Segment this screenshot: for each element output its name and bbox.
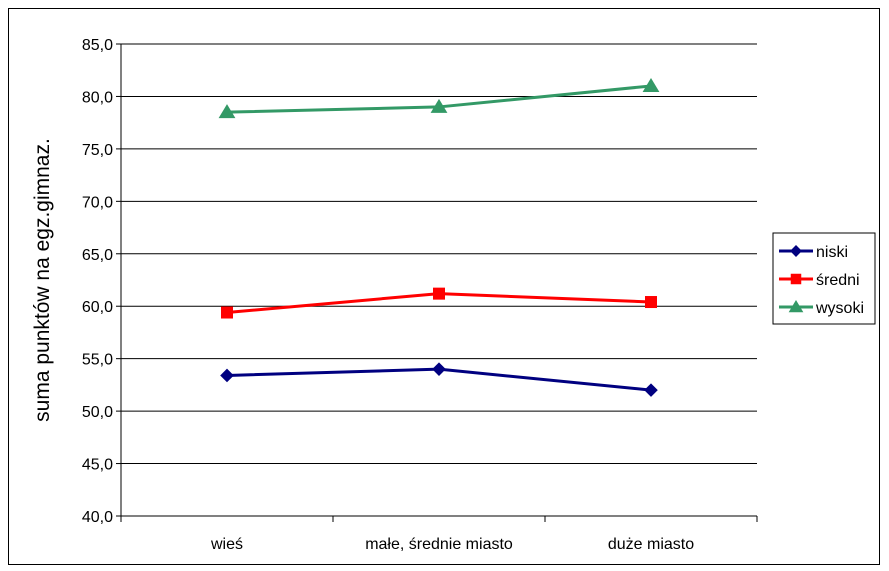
legend: niski średni wysoki bbox=[772, 232, 876, 325]
x-tick-label: małe, średnie miasto bbox=[365, 536, 513, 553]
series-wysoki bbox=[218, 77, 660, 119]
legend-marker bbox=[788, 300, 804, 313]
series bbox=[218, 77, 660, 397]
legend-label: niski bbox=[816, 244, 848, 261]
y-tick-label: 70,0 bbox=[82, 194, 113, 211]
y-tick-label: 50,0 bbox=[82, 404, 113, 421]
data-point bbox=[221, 306, 233, 319]
data-point bbox=[218, 104, 236, 119]
y-tick-label: 55,0 bbox=[82, 352, 113, 369]
data-point bbox=[433, 287, 445, 300]
chart-frame: 40,0 45,0 50,0 55,0 60,0 65,0 70,0 75,0 80,0 85,0… bbox=[8, 8, 880, 565]
legend-marker bbox=[790, 245, 802, 257]
y-tick-label: 80,0 bbox=[82, 89, 113, 106]
data-point bbox=[644, 383, 658, 397]
line-chart: 40,0 45,0 50,0 55,0 60,0 65,0 70,0 75,0 80,0 85,0… bbox=[31, 37, 876, 553]
y-tick-label: 40,0 bbox=[82, 509, 113, 526]
data-point bbox=[430, 98, 448, 113]
data-point bbox=[432, 362, 446, 376]
legend-marker bbox=[790, 273, 802, 285]
legend-item: wysoki bbox=[779, 300, 864, 317]
legend-label: średni bbox=[816, 272, 860, 289]
series-średni bbox=[221, 287, 657, 319]
y-tick-labels: 40,0 45,0 50,0 55,0 60,0 65,0 70,0 75,0 80,0 85,0 bbox=[82, 37, 113, 526]
data-point bbox=[645, 296, 657, 309]
y-tick-label: 85,0 bbox=[82, 37, 113, 54]
x-tick-label: duże miasto bbox=[608, 536, 694, 553]
data-point bbox=[642, 77, 660, 92]
gridlines bbox=[116, 43, 758, 522]
data-point bbox=[220, 368, 234, 383]
legend-item: średni bbox=[779, 272, 860, 289]
axes bbox=[120, 44, 757, 517]
y-tick-label: 60,0 bbox=[82, 299, 113, 316]
y-tick-label: 75,0 bbox=[82, 142, 113, 159]
y-axis-title: suma punktów na egz.gimnaz. bbox=[31, 138, 54, 422]
y-tick-label: 45,0 bbox=[82, 457, 113, 474]
x-tick-label: wieś bbox=[210, 536, 243, 553]
legend-item: niski bbox=[779, 244, 848, 261]
legend-label: wysoki bbox=[815, 300, 864, 317]
series-niski bbox=[220, 362, 658, 397]
y-tick-label: 65,0 bbox=[82, 247, 113, 264]
x-tick-labels: wieś małe, średnie miasto duże miasto bbox=[210, 536, 694, 553]
